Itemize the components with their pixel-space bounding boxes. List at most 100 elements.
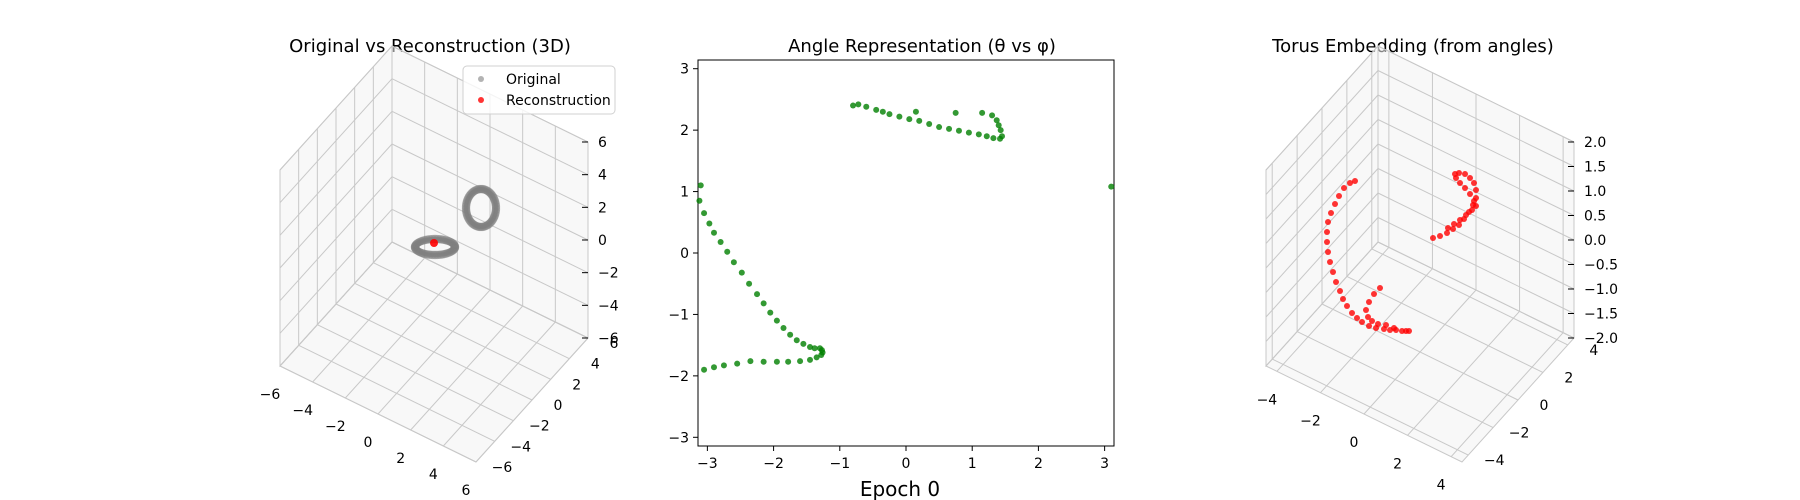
torus-point — [1375, 321, 1381, 327]
torus-point — [1445, 225, 1451, 231]
torus-point — [1469, 207, 1475, 213]
y-tick-label: −1 — [668, 307, 689, 323]
z-gridline — [1265, 143, 1379, 269]
y-tick-label: 0 — [1540, 398, 1549, 414]
torus-point — [1363, 307, 1369, 313]
subplot1-title: Original vs Reconstruction (3D) — [289, 36, 571, 57]
y-tick-label: −4 — [510, 439, 531, 455]
angle-point — [710, 229, 717, 236]
y-tick-label: −2 — [529, 419, 550, 435]
angle-point — [990, 135, 997, 142]
z-gridline — [1265, 192, 1379, 318]
y-gridline — [317, 324, 514, 422]
z-gridline — [1265, 217, 1379, 342]
torus-point — [1471, 198, 1477, 204]
angle-point — [720, 362, 727, 369]
torus-point — [1391, 325, 1397, 331]
y-tick-label: 4 — [1589, 343, 1598, 359]
z-gridline — [279, 208, 393, 334]
y-tick-label: −3 — [668, 430, 689, 446]
angle-point — [916, 117, 923, 124]
torus-point — [1450, 226, 1456, 232]
x-tick-label: −2 — [1300, 414, 1321, 430]
angle-point — [746, 280, 753, 287]
angle-point — [813, 354, 820, 361]
x-tick-label: 4 — [1437, 478, 1446, 494]
angle-point — [793, 337, 800, 344]
angle-point — [701, 210, 708, 217]
angle-point — [797, 358, 804, 365]
angle-point — [760, 358, 767, 365]
torus-point — [1371, 291, 1377, 297]
torus-point — [1325, 249, 1331, 255]
torus-point — [1349, 310, 1355, 316]
torus-point — [1336, 193, 1342, 199]
z-gridline — [391, 208, 589, 306]
x-tick-label: −6 — [260, 387, 281, 403]
x-tick-label: 1 — [968, 456, 977, 472]
angle-point — [734, 360, 741, 367]
reconstruction-point — [430, 239, 438, 247]
angle-point — [989, 112, 996, 119]
torus-point — [1467, 191, 1473, 197]
angle-point — [724, 248, 731, 255]
angle-point — [730, 259, 737, 266]
angle-point — [701, 366, 708, 373]
z-tick-label: 1.0 — [1584, 184, 1606, 200]
torus-point — [1471, 180, 1477, 186]
torus-point — [1444, 230, 1450, 236]
torus-point — [1330, 269, 1336, 275]
angle-point — [855, 101, 862, 108]
z-gridline — [1377, 217, 1575, 314]
z-gridline — [279, 241, 393, 367]
y-tick-label: −2 — [668, 369, 689, 385]
x-tick-label: 2 — [1393, 456, 1402, 472]
torus-point — [1369, 318, 1375, 324]
angle-point — [706, 220, 713, 227]
x-tick-label: 0 — [364, 435, 373, 451]
angle-point — [952, 109, 959, 116]
z-tick-label: −2 — [598, 266, 619, 282]
y-gridline — [1272, 358, 1469, 456]
angle-point — [738, 269, 745, 276]
plot-frame — [697, 59, 1115, 447]
y-tick-label: −6 — [492, 460, 513, 476]
torus-point — [1327, 259, 1333, 265]
torus-point — [1332, 201, 1338, 207]
y-gridline — [1321, 303, 1519, 401]
angle-point — [979, 109, 986, 116]
subplot-original-vs-reconstruction: Original vs Reconstruction (3D) −6 −4 −2 0 2… — [260, 36, 619, 499]
subplot-torus-embedding: Torus Embedding (from angles) −4−2024−4−… — [1257, 36, 1618, 494]
z-tick-label: 6 — [598, 135, 607, 151]
legend-label-reconstruction: Reconstruction — [506, 93, 611, 109]
original-ring-lower-point — [454, 244, 460, 249]
z-tick-label: 2 — [598, 200, 607, 216]
subplot2-title: Angle Representation (θ vs φ) — [788, 36, 1056, 57]
torus-point — [1324, 229, 1330, 235]
torus-point — [1383, 322, 1389, 328]
angle-point — [773, 358, 780, 365]
angle-point — [999, 133, 1006, 140]
angle-point — [754, 291, 761, 298]
torus-point — [1463, 212, 1469, 218]
angle-point — [912, 108, 919, 115]
torus-point — [1456, 222, 1462, 228]
torus-point — [1359, 319, 1365, 325]
torus-point — [1328, 210, 1334, 216]
angle-point — [896, 113, 903, 120]
angle-point — [747, 358, 754, 365]
torus-point — [1337, 288, 1343, 294]
angle-point — [983, 133, 990, 140]
z-gridline — [1265, 45, 1379, 171]
figure-suptitle: Epoch 0 — [860, 477, 940, 500]
z-tick-label: 1.5 — [1584, 160, 1606, 176]
z-tick-label: 2.0 — [1584, 135, 1606, 151]
z-gridline — [391, 110, 589, 208]
legend-marker-original — [478, 76, 484, 82]
original-ring-upper-point — [495, 204, 501, 209]
z-gridline — [279, 110, 393, 236]
angle-point — [997, 127, 1004, 134]
z-gridline — [279, 143, 393, 269]
y-gridline — [1296, 331, 1494, 429]
